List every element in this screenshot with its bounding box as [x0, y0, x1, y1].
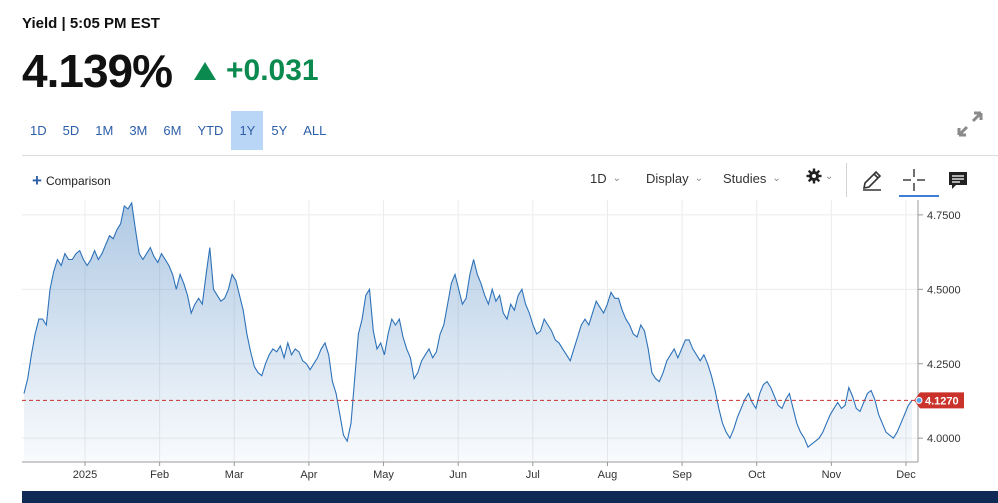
x-tick-label: Jul [526, 469, 540, 481]
quote-header: Yield | 5:05 PM EST [22, 15, 160, 32]
y-tick-label: 4.2500 [927, 359, 961, 371]
expand-icon[interactable] [957, 111, 983, 137]
x-tick-label: Oct [748, 469, 765, 481]
active-tool-indicator [899, 195, 939, 197]
price-change: +0.031 [226, 54, 319, 87]
price-row: 4.139% +0.031 [22, 44, 319, 98]
x-tick-label: Sep [672, 469, 692, 481]
chevron-down-icon: ⌄ [694, 173, 704, 184]
range-tabs: 1D 5D 1M 3M 6M YTD 1Y 5Y ALL [22, 111, 334, 150]
range-tab-1m[interactable]: 1M [95, 123, 114, 138]
comparison-label: Comparison [45, 174, 111, 188]
range-tab-ytd[interactable]: YTD [197, 123, 224, 138]
last-value-label: 4.1270 [925, 395, 959, 407]
chevron-down-icon: ⌄ [772, 173, 781, 184]
gear-icon [806, 168, 822, 184]
chevron-down-icon: ⌄ [825, 170, 834, 182]
chevron-down-icon: ⌄ [612, 173, 622, 184]
y-tick-label: 4.5000 [927, 284, 961, 296]
settings-dropdown[interactable]: ⌄ [806, 168, 833, 184]
x-tick-label: Mar [225, 469, 244, 481]
range-tab-1d[interactable]: 1D [30, 123, 47, 138]
y-tick-label: 4.0000 [927, 433, 961, 445]
header-separator: | [61, 15, 66, 32]
display-dropdown[interactable]: Display ⌄ [646, 171, 703, 186]
yield-area-fill [24, 203, 912, 462]
x-tick-label: Aug [598, 469, 618, 481]
quote-label: Yield [22, 15, 58, 32]
comparison-button[interactable]: + Comparison [32, 171, 111, 190]
range-tab-3m[interactable]: 3M [129, 123, 148, 138]
x-tick-label: Apr [300, 469, 317, 481]
toolbar-separator [846, 163, 847, 197]
range-tab-5d[interactable]: 5D [62, 123, 80, 138]
yield-chart[interactable]: 4.7500 4.5000 4.2500 4.0000 2025 Feb Mar Apr May… [0, 200, 998, 490]
last-value-marker: 4.1270 [914, 392, 964, 409]
toolbar-divider [22, 155, 998, 156]
bottom-bar [22, 491, 998, 503]
x-tick-label: Feb [150, 469, 169, 481]
x-tick-label: 2025 [73, 469, 97, 481]
plus-icon: + [32, 171, 42, 190]
range-tab-6m[interactable]: 6M [163, 123, 182, 138]
quote-time: 5:05 PM EST [69, 15, 160, 32]
x-tick-label: May [373, 469, 394, 481]
range-tab-1y[interactable]: 1Y [231, 111, 264, 150]
y-tick-label: 4.7500 [927, 210, 961, 222]
yield-line-series [23, 201, 913, 448]
interval-label: 1D [590, 171, 607, 186]
range-tab-all[interactable]: ALL [303, 123, 327, 138]
x-tick-label: Dec [896, 469, 916, 481]
x-tick-label: Jun [449, 469, 467, 481]
interval-dropdown[interactable]: 1D ⌄ [590, 171, 621, 186]
display-label: Display [646, 171, 689, 186]
crosshair-icon[interactable] [900, 166, 928, 194]
last-value-badge [914, 392, 964, 409]
last-price: 4.139% [22, 45, 173, 97]
studies-dropdown[interactable]: Studies ⌄ [723, 171, 781, 186]
triangle-up-icon [194, 62, 217, 80]
range-tab-5y[interactable]: 5Y [271, 123, 288, 138]
comment-icon[interactable] [944, 166, 972, 194]
studies-label: Studies [723, 171, 767, 186]
last-value-dot [915, 396, 923, 404]
pencil-icon[interactable] [858, 166, 886, 194]
x-tick-label: Nov [822, 469, 842, 481]
